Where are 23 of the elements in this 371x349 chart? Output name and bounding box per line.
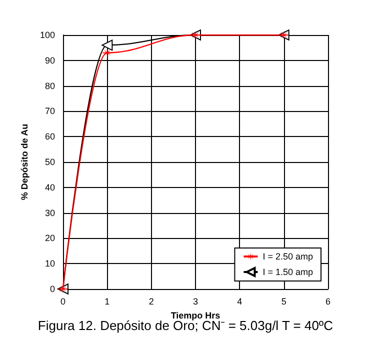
legend-label: I = 2.50 amp xyxy=(262,252,314,262)
y-tick-label: 80 xyxy=(44,80,55,91)
y-tick-label: 30 xyxy=(44,208,55,218)
y-tick-label: 60 xyxy=(44,132,55,142)
legend-label: I = 1.50 amp xyxy=(262,267,314,277)
y-tick-label: 50 xyxy=(44,157,55,167)
y-tick-label: 100 xyxy=(40,30,55,40)
x-tick-label: 3 xyxy=(192,296,198,306)
x-tick-label: 0 xyxy=(60,296,66,306)
y-tick-label: 20 xyxy=(44,233,55,244)
point xyxy=(102,40,113,51)
y-axis-title: % Depósito de Au xyxy=(20,124,30,200)
x-axis-title: Tiempo Hrs xyxy=(170,310,220,320)
x-tick-label: 2 xyxy=(148,296,154,306)
y-tick-label: 10 xyxy=(44,258,55,269)
y-tick-label: 90 xyxy=(44,55,55,66)
x-tick-label: 4 xyxy=(237,296,242,306)
x-tick-label: 5 xyxy=(281,296,286,306)
x-tick-label: 1 xyxy=(104,296,110,306)
y-tick-label: 0 xyxy=(50,284,55,294)
x-tick-label: 6 xyxy=(325,296,331,306)
y-tick-label: 70 xyxy=(44,106,55,116)
y-tick-label: 40 xyxy=(44,182,55,192)
